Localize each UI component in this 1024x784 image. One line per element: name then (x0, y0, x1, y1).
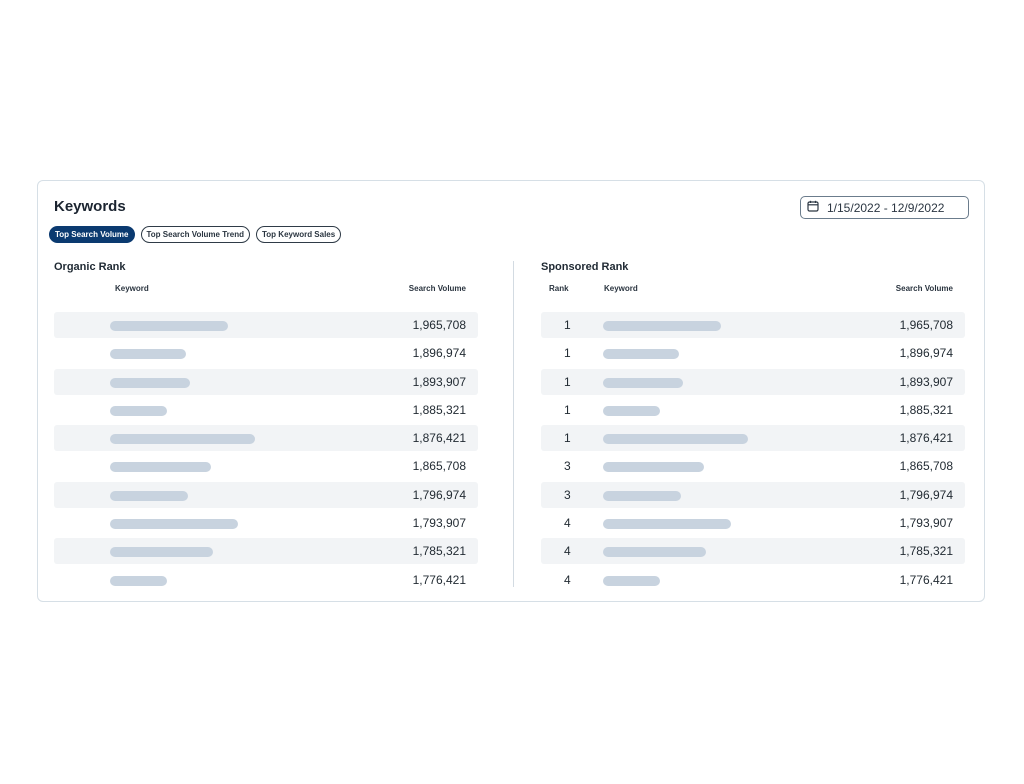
keyword-placeholder (603, 547, 706, 558)
keyword-placeholder (603, 575, 660, 586)
tab-top-search-volume[interactable]: Top Search Volume (49, 226, 135, 243)
table-row[interactable]: 1 1,965,708 (541, 312, 965, 338)
table-row[interactable]: 3 1,796,974 (541, 481, 965, 508)
keyword-placeholder (110, 462, 211, 473)
search-volume-value: 1,785,321 (899, 544, 953, 559)
keyword-placeholder (603, 490, 681, 501)
rank-value: 4 (564, 572, 571, 587)
table-row[interactable]: 1,876,421 (54, 425, 478, 452)
organic-rows: 1,965,708 1,896,974 1,893,907 1,885,321 1,87… (54, 312, 478, 593)
search-volume-value: 1,776,421 (899, 572, 953, 587)
rank-value: 1 (564, 374, 571, 389)
panel-divider (513, 261, 514, 587)
search-volume-value: 1,876,421 (899, 431, 953, 446)
sponsored-rank-title: Sponsored Rank (541, 261, 629, 273)
table-row[interactable]: 1,896,974 (54, 340, 478, 366)
keyword-placeholder (110, 321, 228, 331)
table-row[interactable]: 3 1,865,708 (541, 453, 965, 479)
keyword-placeholder (603, 377, 683, 388)
rank-value: 1 (564, 402, 571, 417)
search-volume-value: 1,796,974 (412, 487, 466, 502)
search-volume-value: 1,965,708 (899, 318, 953, 332)
date-range-text: 1/15/2022 - 12/9/2022 (827, 200, 945, 215)
table-row[interactable]: 4 1,785,321 (541, 538, 965, 565)
organic-keyword-header: Keyword (115, 284, 149, 293)
search-volume-value: 1,893,907 (899, 374, 953, 389)
search-volume-value: 1,893,907 (412, 374, 466, 389)
rank-value: 4 (564, 516, 571, 531)
sponsored-keyword-header: Keyword (604, 284, 638, 293)
search-volume-value: 1,793,907 (412, 516, 466, 531)
view-tabs: Top Search Volume Top Search Volume Tren… (49, 226, 342, 243)
keyword-placeholder (603, 519, 731, 530)
keyword-placeholder (110, 434, 255, 445)
rank-value: 3 (564, 459, 571, 474)
search-volume-value: 1,896,974 (412, 346, 466, 361)
table-row[interactable]: 1 1,896,974 (541, 340, 965, 366)
table-row[interactable]: 1,893,907 (54, 368, 478, 395)
rank-value: 3 (564, 487, 571, 502)
keyword-placeholder (110, 405, 167, 416)
table-row[interactable]: 1,776,421 (54, 567, 478, 593)
organic-search-volume-header: Search Volume (408, 284, 466, 293)
keyword-placeholder (603, 462, 704, 473)
keyword-placeholder (110, 575, 167, 586)
keyword-placeholder (110, 547, 213, 558)
organic-rank-panel: Organic Rank Keyword Search Volume 1,965… (54, 261, 478, 595)
tab-top-keyword-sales[interactable]: Top Keyword Sales (256, 226, 342, 243)
keyword-placeholder (110, 377, 190, 388)
keywords-card: Keywords 1/15/2022 - 12/9/2022 Top Searc… (37, 180, 985, 602)
table-row[interactable]: 1,865,708 (54, 453, 478, 479)
rank-value: 1 (564, 431, 571, 446)
keyword-placeholder (603, 405, 660, 416)
table-row[interactable]: 1,796,974 (54, 481, 478, 508)
date-range-picker[interactable]: 1/15/2022 - 12/9/2022 (800, 196, 969, 219)
search-volume-value: 1,793,907 (899, 516, 953, 531)
keyword-placeholder (110, 349, 186, 360)
table-row[interactable]: 4 1,776,421 (541, 567, 965, 593)
table-row[interactable]: 1 1,876,421 (541, 425, 965, 452)
table-row[interactable]: 1,793,907 (54, 510, 478, 536)
keyword-placeholder (603, 321, 721, 331)
search-volume-value: 1,785,321 (412, 544, 466, 559)
sponsored-rank-panel: Sponsored Rank Rank Keyword Search Volum… (541, 261, 965, 595)
table-row[interactable]: 1,885,321 (54, 397, 478, 423)
organic-table-header: Keyword Search Volume (54, 282, 478, 298)
search-volume-value: 1,876,421 (412, 431, 466, 446)
rank-value: 1 (564, 346, 571, 361)
organic-rank-title: Organic Rank (54, 261, 126, 273)
calendar-icon (807, 200, 819, 215)
table-row[interactable]: 1 1,893,907 (541, 368, 965, 395)
rank-value: 4 (564, 544, 571, 559)
sponsored-table-header: Rank Keyword Search Volume (541, 282, 965, 298)
sponsored-search-volume-header: Search Volume (895, 284, 953, 293)
search-volume-value: 1,885,321 (899, 402, 953, 417)
sponsored-rows: 1 1,965,708 1 1,896,974 1 1,893,907 1 1,885,321… (541, 312, 965, 593)
search-volume-value: 1,865,708 (412, 459, 466, 474)
sponsored-rank-header: Rank (549, 284, 569, 293)
search-volume-value: 1,896,974 (899, 346, 953, 361)
keyword-placeholder (110, 490, 188, 501)
table-row[interactable]: 4 1,793,907 (541, 510, 965, 536)
table-row[interactable]: 1,965,708 (54, 312, 478, 338)
rank-value: 1 (564, 318, 571, 332)
search-volume-value: 1,796,974 (899, 487, 953, 502)
search-volume-value: 1,885,321 (412, 402, 466, 417)
table-row[interactable]: 1 1,885,321 (541, 397, 965, 423)
keyword-placeholder (603, 349, 679, 360)
search-volume-value: 1,865,708 (899, 459, 953, 474)
search-volume-value: 1,776,421 (412, 572, 466, 587)
card-title: Keywords (54, 198, 126, 215)
tab-top-search-volume-trend[interactable]: Top Search Volume Trend (140, 226, 250, 243)
keyword-placeholder (603, 434, 748, 445)
search-volume-value: 1,965,708 (412, 318, 466, 332)
keyword-placeholder (110, 519, 238, 530)
table-row[interactable]: 1,785,321 (54, 538, 478, 565)
